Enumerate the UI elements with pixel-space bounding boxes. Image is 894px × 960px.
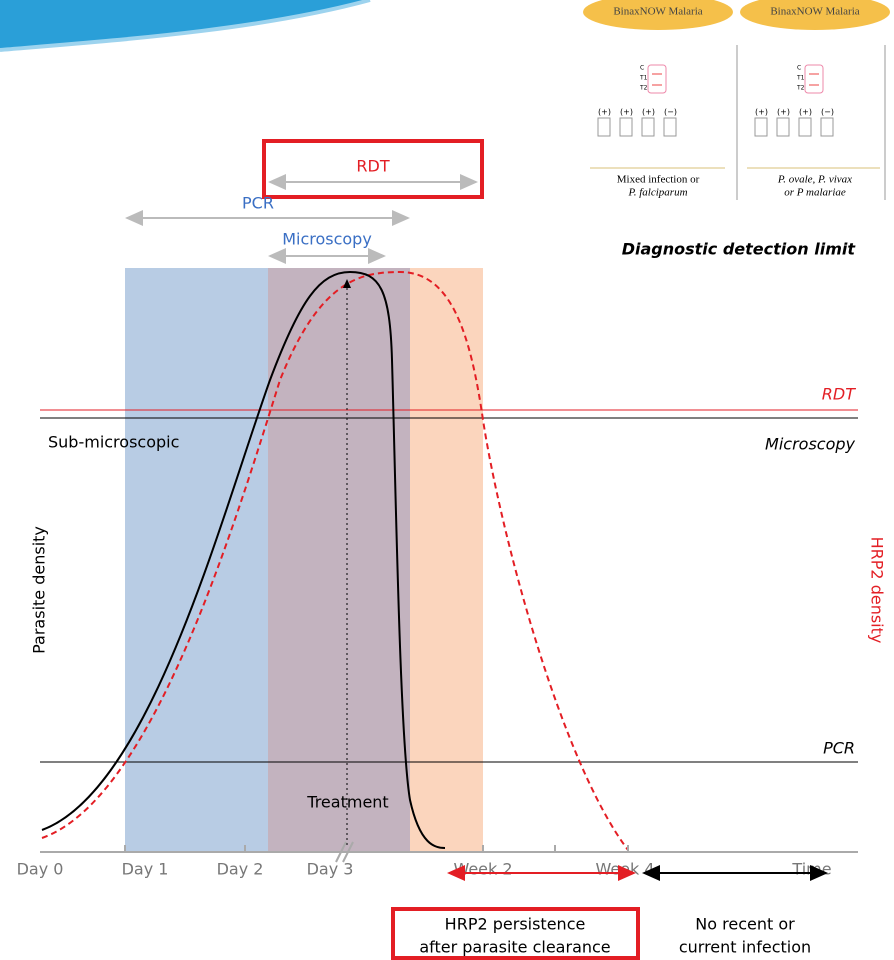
strip-label: T1 — [639, 75, 648, 82]
pcr-window-label: PCR — [242, 194, 274, 213]
x-ticks — [124, 841, 629, 863]
microscopy-window-label: Microscopy — [282, 230, 372, 249]
control-label: (+) — [598, 108, 611, 117]
brand: BinaxNOW Malaria — [613, 6, 702, 18]
x-tick-label: Week 2 — [453, 860, 512, 879]
x-tick-labels: Day 0 Day 1 Day 2 Day 3 Week 2 Week 4 Ti… — [17, 860, 832, 879]
caption: P. ovale, P. vivax — [777, 174, 852, 186]
control-label: (+) — [642, 108, 655, 117]
x-tick-label: Day 0 — [17, 860, 64, 879]
microscopy-band — [268, 268, 410, 851]
persistence-label: HRP2 persistence — [445, 915, 586, 934]
sub-microscopic-label: Sub-microscopic — [48, 433, 179, 452]
control-label: (+) — [799, 108, 812, 117]
y-axis-label: Parasite density — [30, 526, 49, 654]
no-infection-label: No recent or — [695, 915, 795, 934]
strip-label: C — [640, 65, 644, 72]
rdt-band — [410, 268, 483, 851]
brand: BinaxNOW Malaria — [770, 6, 859, 18]
treatment-label: Treatment — [306, 793, 388, 812]
control-label: (−) — [821, 108, 834, 117]
x-tick-label: Time — [791, 860, 831, 879]
hrp2-curve — [41, 270, 629, 851]
persistence-label: after parasite clearance — [419, 938, 610, 957]
microscopy-limit-label: Microscopy — [765, 435, 855, 454]
highlight-box — [391, 907, 640, 960]
control-label: (+) — [620, 108, 633, 117]
caption: or P malariae — [784, 187, 846, 199]
pcr-band — [125, 268, 268, 851]
pcr-limit-label: PCR — [823, 739, 855, 758]
strip-label: T2 — [796, 85, 805, 92]
parasite-curve — [41, 270, 446, 849]
rdt-card: BinaxNOW Malaria C T1 T2 (+) (+) (+) (−)… — [740, 0, 890, 200]
strip-label: T1 — [796, 75, 805, 82]
swoosh — [0, 0, 370, 50]
control-label: (+) — [777, 108, 790, 117]
rdt-window-label: RDT — [356, 157, 389, 176]
y2-axis-label: HRP2 density — [868, 537, 887, 644]
control-label: (−) — [664, 108, 677, 117]
swoosh-edge — [0, 0, 371, 52]
highlight-box — [262, 139, 484, 199]
x-tick-label: Day 3 — [307, 860, 354, 879]
control-label: (+) — [755, 108, 768, 117]
no-infection-label: current infection — [679, 938, 811, 957]
rdt-limit-label: RDT — [822, 385, 856, 404]
rdt-card: BinaxNOW Malaria C T1 T2 (+) (+) (+) (−)… — [583, 0, 738, 200]
x-tick-label: Week 4 — [595, 860, 654, 879]
strip-label: C — [797, 65, 801, 72]
detection-limit-title: Diagnostic detection limit — [622, 240, 857, 259]
strip-label: T2 — [639, 85, 648, 92]
caption: Mixed infection or — [617, 174, 700, 186]
caption: P. falciparum — [627, 187, 687, 199]
x-tick-label: Day 2 — [217, 860, 264, 879]
x-tick-label: Day 1 — [122, 860, 169, 879]
